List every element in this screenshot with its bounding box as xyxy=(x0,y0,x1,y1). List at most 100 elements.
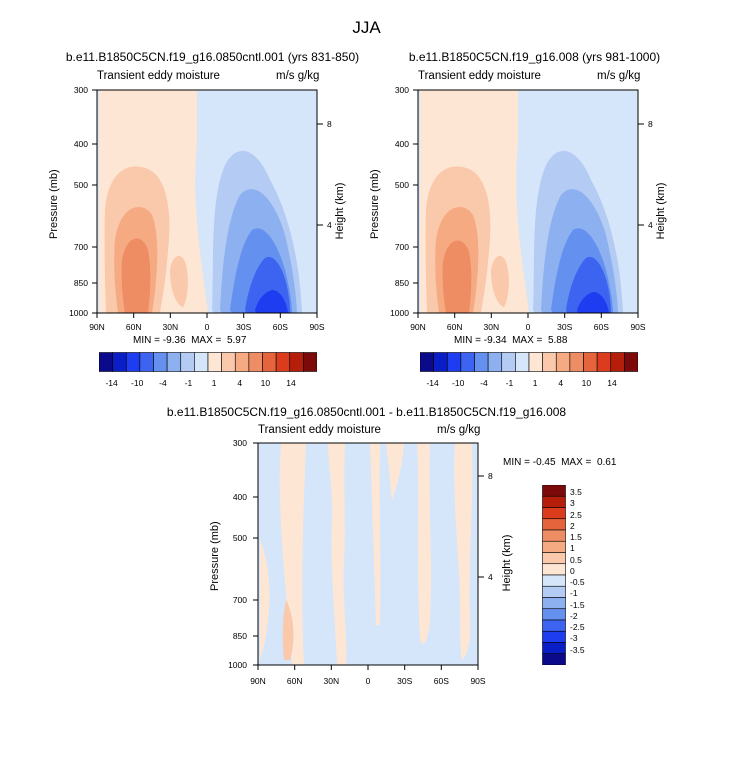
colorbar-cell xyxy=(542,630,566,643)
panel2-colorbar-label: 14 xyxy=(607,378,617,388)
panel1-neg-contour-5 xyxy=(255,290,288,313)
colorbar-cell xyxy=(542,529,566,542)
panel1-colorbar-label: 10 xyxy=(260,378,271,388)
diff-xtick: 60N xyxy=(286,676,303,686)
panel2-left-label: Transient eddy moisture xyxy=(418,70,541,82)
panel1-ytick-right: 8 xyxy=(327,119,332,129)
colorbar-cell xyxy=(303,352,317,372)
panel2-xtick: 60S xyxy=(593,322,609,332)
diff-ytick: 400 xyxy=(232,492,247,502)
panel1-xtick: 30N xyxy=(162,322,179,332)
panel2-colorbar xyxy=(420,352,638,372)
panel2-ytick: 400 xyxy=(394,139,409,149)
diff-max: 0.61 xyxy=(596,457,617,468)
panel2-xtick: 30S xyxy=(557,322,573,332)
diff-xtick: 90N xyxy=(250,676,266,686)
diff-pos-band-5 xyxy=(417,443,431,644)
diff-colorbar-label: 3 xyxy=(570,498,575,509)
diff-ytick: 300 xyxy=(232,438,247,448)
panel2-colorbar-label: 4 xyxy=(558,378,564,388)
diff-colorbar-label: 0.5 xyxy=(570,554,582,565)
panel1-ytick: 500 xyxy=(73,180,88,190)
colorbar-cell xyxy=(542,552,566,565)
panel2-colorbar-label: 10 xyxy=(581,378,592,388)
panel2-field xyxy=(418,90,638,313)
colorbar-cell xyxy=(542,608,566,621)
panel1-max: 5.97 xyxy=(226,335,247,346)
diff-min: -0.45 xyxy=(532,457,556,468)
panel1-colorbar-label: -4 xyxy=(159,378,167,388)
colorbar-cell xyxy=(542,518,566,531)
panel1-ytick: 1000 xyxy=(69,308,88,318)
colorbar-cell xyxy=(542,653,566,665)
panel1-field xyxy=(97,90,317,313)
panel1-min: -9.36 xyxy=(162,335,186,346)
diff-colorbar-label: -1.5 xyxy=(570,599,585,610)
diff-ytick-right: 8 xyxy=(488,471,493,481)
colorbar-cell xyxy=(542,485,566,497)
panel2-ytick-right: 4 xyxy=(648,220,653,230)
panel1-ytick: 700 xyxy=(73,242,88,252)
diff-minmax: MIN = -0.45 MAX = 0.61 xyxy=(503,457,617,468)
panel1-xtick: 90S xyxy=(309,322,325,332)
diff-left-label: Transient eddy moisture xyxy=(258,424,381,436)
panel2-title: b.e11.B1850C5CN.f19_g16.008 (yrs 981-100… xyxy=(408,50,661,64)
panel1-minmax: MIN = -9.36 MAX = 5.97 xyxy=(133,335,247,346)
diff-colorbar-label: 3.5 xyxy=(570,487,582,497)
panel2-ytick-right: 8 xyxy=(648,119,653,129)
diff-colorbar-label: -2 xyxy=(570,610,578,621)
diff-right-label: m/s g/kg xyxy=(437,424,481,436)
diff-pos-band-8 xyxy=(282,600,294,660)
diff-colorbar-label: -3 xyxy=(570,633,578,644)
panel1-left-label: Transient eddy moisture xyxy=(97,70,220,82)
panel1-colorbar-label: 1 xyxy=(211,378,217,388)
colorbar-cell xyxy=(542,574,566,587)
diff-ylabel: Pressure (mb) xyxy=(209,521,221,591)
panel1-pos-contour-4 xyxy=(170,255,188,307)
diff-colorbar-label: 2.5 xyxy=(570,509,582,520)
diff-ytick: 850 xyxy=(232,631,247,641)
diff-ylabel-right: Height (km) xyxy=(501,534,513,592)
panel2-min: -9.34 xyxy=(483,335,507,346)
panel2-xtick: 90N xyxy=(410,322,426,332)
diff-ytick-right: 4 xyxy=(488,572,493,582)
diff-colorbar-label: -0.5 xyxy=(570,577,585,587)
diff-ytick: 500 xyxy=(232,533,247,543)
panel1-colorbar-label: -10 xyxy=(131,378,144,388)
panel2-xtick: 30N xyxy=(483,322,500,332)
panel2-pos-contour-4 xyxy=(491,255,509,307)
diff-title: b.e11.B1850C5CN.f19_g16.0850cntl.001 - b… xyxy=(166,405,567,419)
panel2-ytick: 300 xyxy=(394,85,409,95)
diff-colorbar-label: 0 xyxy=(570,565,575,576)
diff-xtick: 60S xyxy=(433,676,449,686)
diff-xtick: 30N xyxy=(323,676,340,686)
panel1-ytick: 300 xyxy=(73,85,88,95)
panel2-xtick: 0 xyxy=(525,322,531,332)
panel2-plot xyxy=(413,89,644,318)
diff-pos-band-1 xyxy=(279,443,306,665)
diff-xtick: 30S xyxy=(397,676,413,686)
diff-pos-band-2 xyxy=(328,443,347,665)
panel2-minmax: MIN = -9.34 MAX = 5.88 xyxy=(454,335,568,346)
diff-pos-band-6 xyxy=(454,443,473,660)
panel2-ytick: 700 xyxy=(394,242,409,252)
panel1-xtick: 90N xyxy=(89,322,105,332)
panel1-colorbar-label: -14 xyxy=(105,378,118,388)
panel1-ytick-right: 4 xyxy=(327,220,332,230)
panel1-ytick: 850 xyxy=(73,278,88,288)
colorbar-cell xyxy=(624,352,638,372)
panel1-colorbar-label: -1 xyxy=(184,378,193,388)
colorbar-cell xyxy=(542,642,566,655)
panel1-colorbar-label: 4 xyxy=(237,378,243,388)
colorbar-cell xyxy=(542,597,566,610)
colorbar-cell xyxy=(542,507,566,520)
panel1-xtick: 60S xyxy=(272,322,288,332)
diff-pos-band-4 xyxy=(386,443,404,500)
panel1-xtick: 60N xyxy=(125,322,142,332)
diff-ytick: 700 xyxy=(232,595,247,605)
panel2-xtick: 90S xyxy=(630,322,646,332)
panel2-xtick: 60N xyxy=(446,322,463,332)
diff-pos-band-3 xyxy=(370,443,381,625)
panel2-colorbar-label: -14 xyxy=(426,378,439,388)
